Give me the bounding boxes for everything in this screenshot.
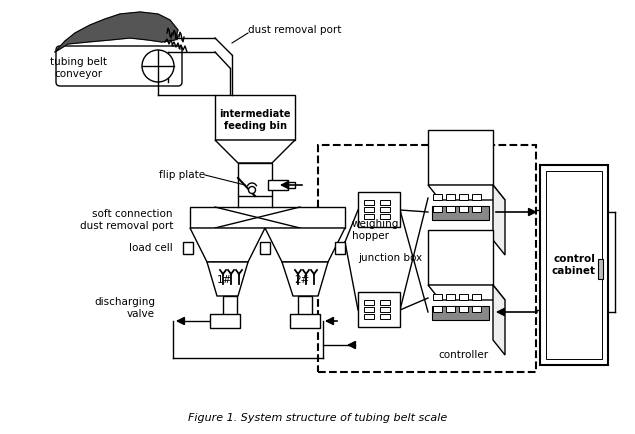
Bar bbox=[446, 206, 455, 212]
Bar bbox=[459, 294, 468, 300]
Bar bbox=[268, 180, 288, 190]
Bar bbox=[318, 145, 536, 372]
Bar bbox=[472, 206, 481, 212]
Text: soft connection
dust removal port: soft connection dust removal port bbox=[79, 209, 173, 231]
Bar bbox=[238, 163, 272, 196]
Text: 2#: 2# bbox=[294, 275, 310, 285]
Bar bbox=[260, 242, 270, 254]
Bar bbox=[364, 314, 374, 319]
Bar bbox=[380, 314, 390, 319]
Text: Figure 1. System structure of tubing belt scale: Figure 1. System structure of tubing bel… bbox=[189, 413, 448, 423]
Bar bbox=[380, 207, 390, 212]
Bar bbox=[472, 294, 481, 300]
Bar bbox=[215, 95, 295, 140]
Bar bbox=[472, 194, 481, 200]
Polygon shape bbox=[207, 262, 248, 296]
Bar bbox=[459, 194, 468, 200]
Bar bbox=[446, 194, 455, 200]
Text: control
cabinet: control cabinet bbox=[552, 254, 596, 276]
Text: discharging
valve: discharging valve bbox=[94, 297, 155, 319]
Polygon shape bbox=[428, 185, 505, 200]
Text: 1#: 1# bbox=[217, 275, 232, 285]
Bar bbox=[364, 207, 374, 212]
Bar bbox=[364, 300, 374, 305]
Circle shape bbox=[248, 187, 255, 194]
Bar bbox=[190, 207, 345, 228]
Bar bbox=[428, 130, 493, 185]
Text: intermediate
feeding bin: intermediate feeding bin bbox=[219, 109, 291, 131]
Bar bbox=[446, 306, 455, 312]
Bar bbox=[433, 294, 442, 300]
Circle shape bbox=[142, 50, 174, 82]
Bar bbox=[358, 292, 400, 327]
Text: load cell: load cell bbox=[130, 243, 173, 253]
FancyBboxPatch shape bbox=[56, 46, 182, 86]
Bar bbox=[540, 165, 608, 365]
Bar bbox=[380, 307, 390, 312]
Polygon shape bbox=[215, 140, 295, 163]
Text: weighing
hopper: weighing hopper bbox=[352, 219, 399, 241]
Bar bbox=[364, 214, 374, 219]
Bar bbox=[446, 294, 455, 300]
Bar bbox=[433, 194, 442, 200]
Bar bbox=[433, 306, 442, 312]
Text: dust removal port: dust removal port bbox=[248, 25, 342, 35]
Polygon shape bbox=[190, 228, 265, 262]
Polygon shape bbox=[55, 12, 178, 52]
Polygon shape bbox=[428, 285, 505, 300]
Bar bbox=[380, 214, 390, 219]
Bar bbox=[380, 300, 390, 305]
Bar bbox=[428, 230, 493, 285]
Bar bbox=[432, 206, 489, 220]
Bar bbox=[335, 242, 345, 254]
Bar bbox=[546, 171, 602, 359]
Text: controller: controller bbox=[438, 350, 488, 360]
Text: tubing belt
conveyor: tubing belt conveyor bbox=[50, 57, 107, 79]
Bar bbox=[364, 307, 374, 312]
Bar bbox=[459, 306, 468, 312]
Bar bbox=[290, 314, 320, 328]
Bar bbox=[432, 306, 489, 320]
Polygon shape bbox=[493, 185, 505, 255]
Bar bbox=[223, 296, 237, 318]
Bar bbox=[358, 192, 400, 227]
Bar bbox=[364, 200, 374, 205]
Text: flip plate: flip plate bbox=[159, 170, 205, 180]
Bar bbox=[210, 314, 240, 328]
Bar bbox=[598, 259, 603, 279]
Bar bbox=[288, 182, 295, 188]
Polygon shape bbox=[282, 262, 328, 296]
Bar bbox=[298, 296, 312, 318]
Bar bbox=[459, 206, 468, 212]
Polygon shape bbox=[265, 228, 345, 262]
Bar bbox=[433, 206, 442, 212]
Text: junction box: junction box bbox=[358, 253, 422, 263]
Bar bbox=[380, 200, 390, 205]
Polygon shape bbox=[493, 285, 505, 355]
Bar bbox=[472, 306, 481, 312]
Bar bbox=[183, 242, 193, 254]
